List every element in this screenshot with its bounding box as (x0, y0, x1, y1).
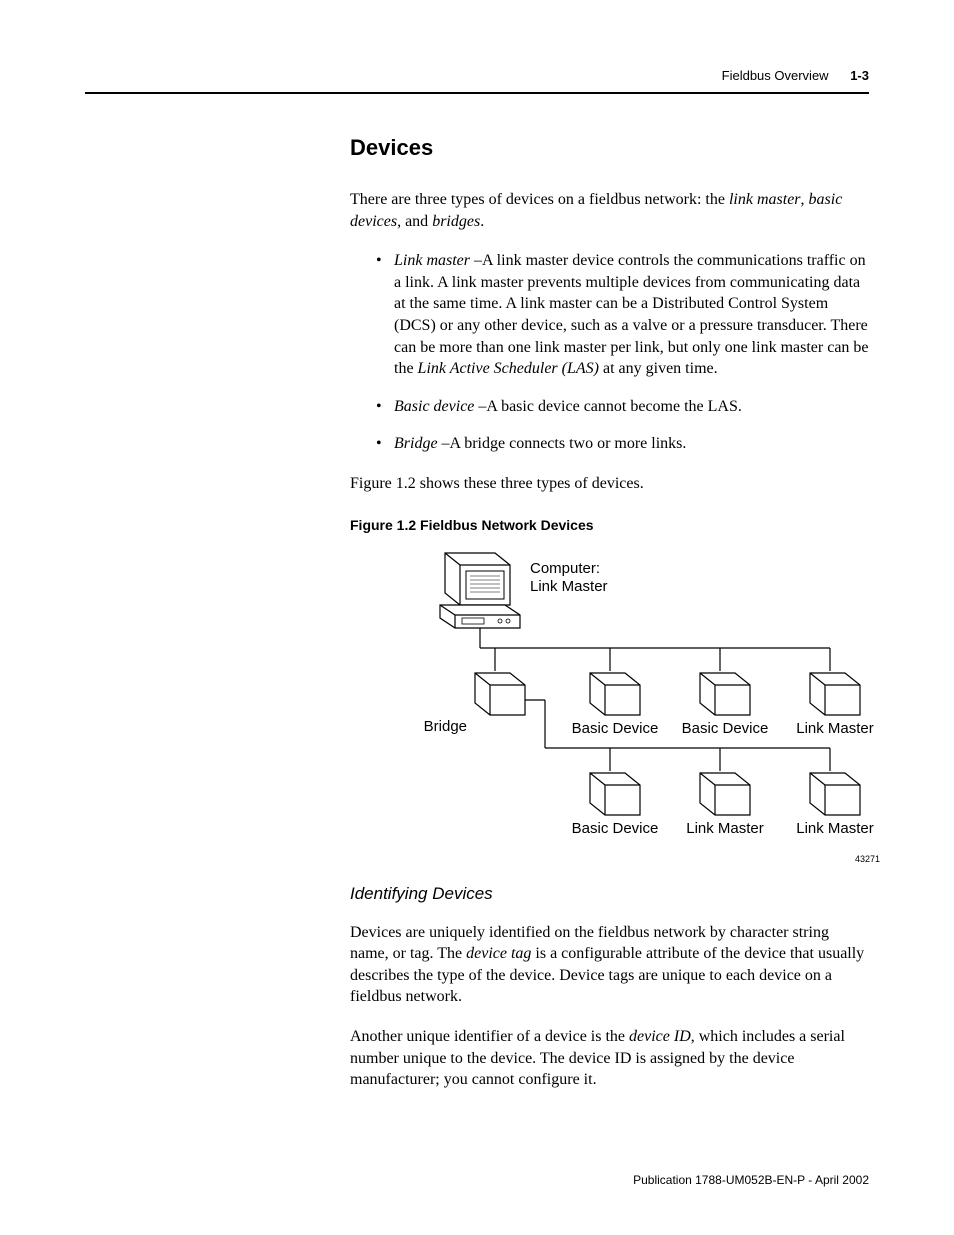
bridge-node (475, 673, 525, 715)
running-head: Fieldbus Overview 1-3 (722, 68, 869, 83)
intro-paragraph: There are three types of devices on a fi… (350, 189, 870, 232)
basic-device-node-1 (590, 673, 640, 715)
content-column: Devices There are three types of devices… (350, 135, 870, 1091)
computer-label-1: Computer: (530, 560, 600, 577)
bullet-bridge: Bridge –A bridge connects two or more li… (380, 433, 870, 455)
p2-pre: Another unique identifier of a device is… (350, 1028, 629, 1045)
figure-reference: Figure 1.2 shows these three types of de… (350, 473, 870, 495)
page-number: 1-3 (850, 68, 869, 83)
intro-text-pre: There are three types of devices on a fi… (350, 191, 729, 208)
term-link-master: link master (729, 191, 801, 208)
network-diagram-svg: Computer: Link Master (390, 543, 890, 843)
bullet-bd-text: –A basic device cannot become the LAS. (474, 398, 741, 415)
bullet-lm-text: –A link master device controls the commu… (394, 252, 869, 377)
intro-sep1: , (801, 191, 809, 208)
link-master-node-2 (700, 773, 750, 815)
link-master-node-1 (810, 673, 860, 715)
intro-sep2: , and (397, 213, 432, 230)
link-master-label-1: Link Master (796, 720, 874, 737)
basic-device-label-2: Basic Device (682, 720, 769, 737)
link-master-node-3 (810, 773, 860, 815)
bullet-lm-las: Link Active Scheduler (LAS) (418, 360, 599, 377)
section-heading: Devices (350, 135, 870, 161)
bullet-list: Link master –A link master device contro… (380, 250, 870, 455)
bullet-link-master: Link master –A link master device contro… (380, 250, 870, 380)
intro-post: . (480, 213, 484, 230)
bullet-lm-tail: at any given time. (599, 360, 718, 377)
subsection-p2: Another unique identifier of a device is… (350, 1026, 870, 1091)
basic-device-label-1: Basic Device (572, 720, 659, 737)
bullet-basic-device: Basic device –A basic device cannot beco… (380, 396, 870, 418)
term-bridges: bridges (432, 213, 480, 230)
term-device-id: device ID (629, 1028, 691, 1045)
bullet-br-term: Bridge (394, 435, 438, 452)
figure-caption: Figure 1.2 Fieldbus Network Devices (350, 517, 870, 533)
term-device-tag: device tag (466, 945, 531, 962)
bullet-br-text: –A bridge connects two or more links. (438, 435, 687, 452)
footer: Publication 1788-UM052B-EN-P - April 200… (633, 1173, 869, 1187)
subsection-p1: Devices are uniquely identified on the f… (350, 922, 870, 1008)
bridge-label: Bridge (424, 718, 467, 735)
figure-id: 43271 (350, 854, 880, 864)
page: Fieldbus Overview 1-3 Devices There are … (0, 0, 954, 1235)
basic-device-node-2 (700, 673, 750, 715)
subsection-heading: Identifying Devices (350, 884, 870, 904)
running-title: Fieldbus Overview (722, 68, 829, 83)
bullet-bd-term: Basic device (394, 398, 474, 415)
basic-device-node-3 (590, 773, 640, 815)
header-rule (85, 92, 869, 94)
link-master-label-2: Link Master (686, 820, 764, 837)
basic-device-label-3: Basic Device (572, 820, 659, 837)
bullet-lm-term: Link master (394, 252, 470, 269)
figure-diagram: Computer: Link Master (390, 543, 870, 848)
link-master-label-3: Link Master (796, 820, 874, 837)
computer-icon (440, 553, 520, 628)
computer-label-2: Link Master (530, 578, 608, 595)
